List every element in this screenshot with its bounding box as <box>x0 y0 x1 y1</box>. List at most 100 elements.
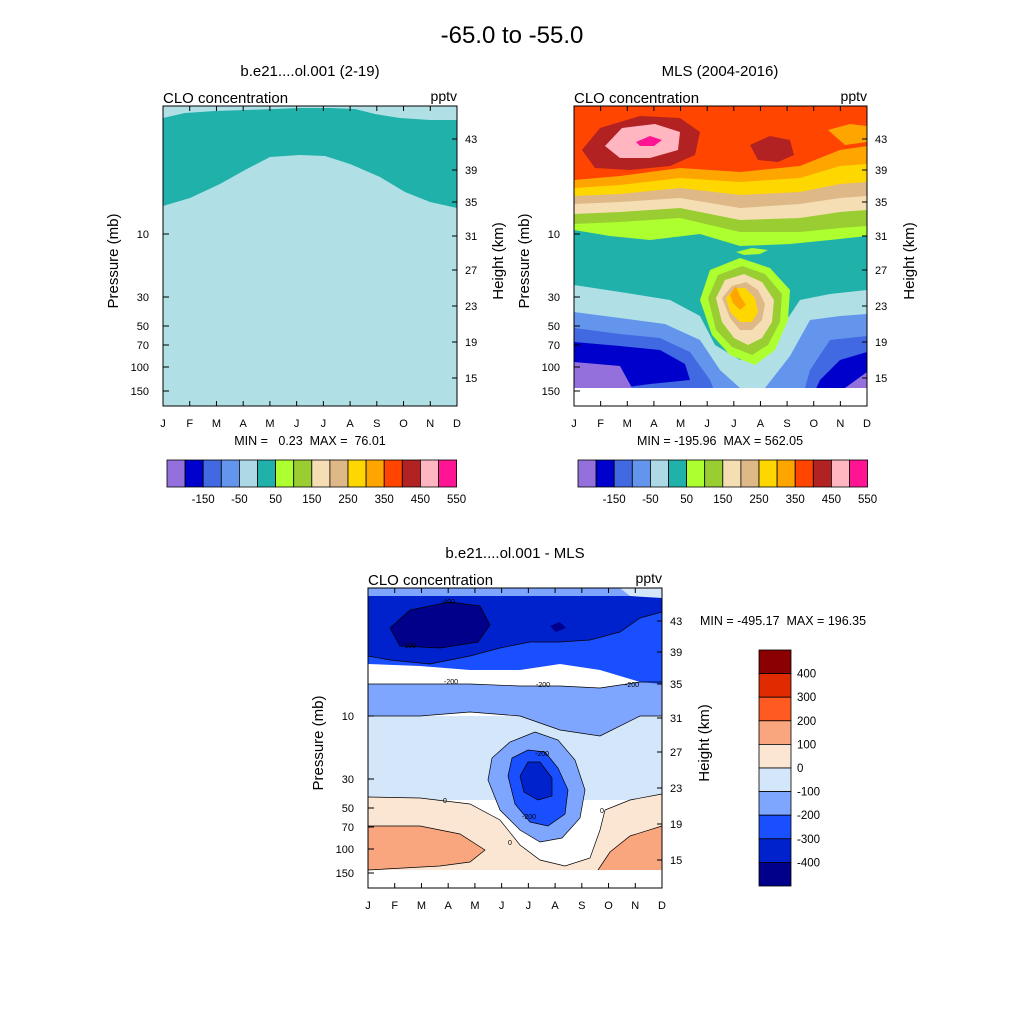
colorbar-label: 100 <box>797 739 816 751</box>
diff-spot-neg500 <box>550 622 566 632</box>
panel-model-fill <box>163 106 457 406</box>
x-tick-label: J <box>499 900 505 912</box>
diff-band-blank <box>368 870 662 888</box>
x-tick-label: N <box>836 418 844 430</box>
height-tick-label: 39 <box>465 165 477 177</box>
height-tick-label: 35 <box>875 197 887 209</box>
pressure-tick-label: 30 <box>137 292 149 304</box>
panel-diff: b.e21....ol.001 - MLS CLO concentration … <box>310 545 866 912</box>
pressure-tick-label: 100 <box>336 844 354 856</box>
colorbar-label: 550 <box>858 494 877 506</box>
x-tick-label: A <box>551 900 559 912</box>
panel-diff-stats: MIN = -495.17 MAX = 196.35 <box>700 614 866 628</box>
pressure-tick-label: 10 <box>137 229 149 241</box>
colorbar-swatch <box>758 673 792 698</box>
diff-contour-lines <box>368 601 662 871</box>
colorbar-swatch <box>184 459 204 488</box>
mls-ring-orange <box>730 286 746 310</box>
colorbar-swatch <box>311 459 331 488</box>
diff-contour-neg100 <box>368 711 662 737</box>
pressure-tick-label: 50 <box>342 803 354 815</box>
x-tick-label: O <box>809 418 818 430</box>
diff-band-topstrip <box>368 588 662 596</box>
colorbar-swatch <box>275 459 295 488</box>
panel-mls-right-label: pptv <box>841 88 867 104</box>
colorbar-swatch <box>329 459 349 488</box>
diff-contour-label: -100 <box>402 643 416 650</box>
panel-diff-left-label: CLO concentration <box>368 572 493 589</box>
mls-max-deeppink <box>636 136 662 146</box>
x-tick-label: M <box>417 900 426 912</box>
height-tick-label: 35 <box>465 197 477 209</box>
panel-diff-title: b.e21....ol.001 - MLS <box>445 545 584 562</box>
diff-contour-label: -200 <box>536 682 550 689</box>
diff-anom-neg400-neg300 <box>520 762 552 800</box>
x-tick-label: F <box>186 418 193 430</box>
colorbar-swatch <box>166 459 186 488</box>
height-tick-label: 39 <box>670 647 682 659</box>
diff-contour-anom-inner <box>519 761 553 801</box>
pressure-tick-label: 100 <box>131 362 149 374</box>
diff-contour-100-right <box>597 825 662 871</box>
panel-mls-frame <box>573 105 868 407</box>
pressure-tick-label: 70 <box>548 340 560 352</box>
colorbar-label: 550 <box>447 494 466 506</box>
height-tick-label: 23 <box>875 301 887 313</box>
height-tick-label: 23 <box>670 783 682 795</box>
x-tick-label: A <box>346 418 354 430</box>
diff-contour-neg300 <box>368 611 662 665</box>
x-tick-label: A <box>757 418 765 430</box>
panel-diff-ylabel-right: Height (km) <box>696 704 713 782</box>
colorbar-label: 450 <box>411 494 430 506</box>
height-tick-label: 31 <box>465 231 477 243</box>
pressure-tick-label: 70 <box>137 340 149 352</box>
pressure-tick-label: 150 <box>336 868 354 880</box>
panel-model-stats: MIN = 0.23 MAX = 76.01 <box>234 434 386 448</box>
colorbar-label: 200 <box>797 716 816 728</box>
x-tick-label: J <box>571 418 577 430</box>
colorbar-label: -150 <box>192 494 215 506</box>
diff-contour-anom-mid <box>507 749 569 827</box>
height-tick-label: 43 <box>465 134 477 146</box>
diff-contour-label: 0 <box>443 798 447 805</box>
panel-model-axes: J F M A M J J A S O N D 10 30 50 70 100 150 43 39 35 31 27 23 19… <box>131 106 477 430</box>
x-tick-label: M <box>265 418 274 430</box>
panel-model: b.e21....ol.001 (2-19) CLO concentration… <box>105 63 507 506</box>
mls-max-firebrick-right <box>750 136 794 162</box>
colorbar-swatch <box>383 459 403 488</box>
x-tick-label: S <box>783 418 790 430</box>
colorbar-swatch <box>740 459 760 488</box>
colorbar-swatch <box>794 459 814 488</box>
x-tick-label: M <box>212 418 221 430</box>
diff-contour-label: -200 <box>522 814 536 821</box>
panel-model-ylabel-right: Height (km) <box>490 222 507 300</box>
panel-mls-title: MLS (2004-2016) <box>662 63 779 80</box>
panel-mls-stats: MIN = -195.96 MAX = 562.05 <box>637 434 803 448</box>
x-tick-label: A <box>240 418 248 430</box>
colorbar-swatch <box>758 838 792 863</box>
diff-contour-label: 0 <box>600 808 604 815</box>
height-tick-label: 27 <box>670 747 682 759</box>
colorbar-label: 300 <box>797 692 816 704</box>
height-tick-label: 15 <box>670 855 682 867</box>
panel-model-title: b.e21....ol.001 (2-19) <box>240 63 379 80</box>
x-tick-label: F <box>391 900 398 912</box>
model-band-150-250 <box>163 108 457 208</box>
x-tick-label: J <box>321 418 327 430</box>
height-tick-label: 43 <box>875 134 887 146</box>
colorbar-label: -400 <box>797 857 820 869</box>
height-tick-label: 19 <box>465 337 477 349</box>
x-tick-label: N <box>426 418 434 430</box>
diff-contour-label: -200 <box>444 679 458 686</box>
colorbar-label: -200 <box>797 810 820 822</box>
diff-band-neg200-neg100 <box>368 682 662 736</box>
colorbar-swatch <box>758 649 792 675</box>
panel-mls-ylabel: Pressure (mb) <box>516 213 533 308</box>
x-tick-label: M <box>470 900 479 912</box>
diff-contour-zero <box>368 793 662 867</box>
colorbar-swatch <box>257 459 277 488</box>
colorbar-label: 50 <box>269 494 282 506</box>
colorbar-swatch <box>613 459 633 488</box>
mls-band-purple <box>574 362 632 388</box>
